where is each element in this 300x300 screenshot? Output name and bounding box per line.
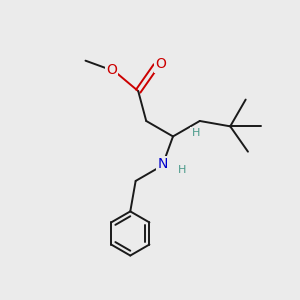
- Text: H: H: [178, 165, 187, 175]
- Text: N: N: [157, 157, 168, 171]
- Text: O: O: [106, 63, 117, 77]
- Text: O: O: [155, 57, 166, 71]
- Text: H: H: [191, 128, 200, 138]
